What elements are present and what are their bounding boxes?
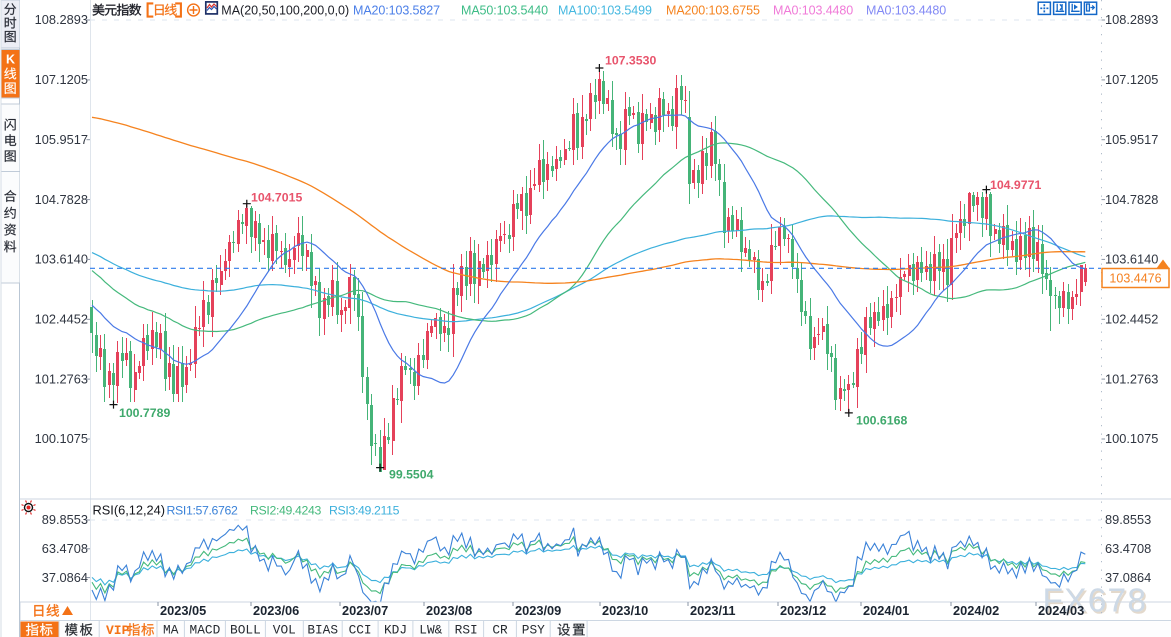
svg-text:108.2893: 108.2893	[35, 12, 88, 27]
svg-text:2023/11: 2023/11	[690, 603, 736, 618]
svg-text:2023/09: 2023/09	[515, 603, 561, 618]
svg-text:63.4708: 63.4708	[42, 541, 88, 556]
svg-text:K: K	[6, 53, 15, 67]
svg-text:RSI1:57.6762: RSI1:57.6762	[167, 504, 239, 518]
svg-text:2023/12: 2023/12	[780, 603, 826, 618]
svg-text:2023/05: 2023/05	[160, 603, 206, 618]
svg-text:99.5504: 99.5504	[389, 468, 434, 482]
svg-text:107.1205: 107.1205	[35, 72, 88, 87]
svg-text:CR: CR	[492, 623, 508, 637]
svg-text:MA50:103.5440: MA50:103.5440	[461, 3, 548, 17]
svg-text:2023/08: 2023/08	[426, 603, 472, 618]
svg-text:FX678: FX678	[1043, 583, 1148, 620]
svg-text:MA: MA	[163, 623, 179, 637]
svg-text:107.3530: 107.3530	[605, 54, 656, 68]
svg-text:100.6168: 100.6168	[856, 414, 907, 428]
svg-text:2024/03: 2024/03	[1038, 603, 1084, 618]
svg-text:105.9517: 105.9517	[1105, 132, 1158, 147]
svg-text:CCI: CCI	[349, 623, 372, 637]
svg-text:89.8553: 89.8553	[1105, 512, 1151, 527]
svg-text:LW&: LW&	[419, 623, 442, 637]
svg-text:2023/06: 2023/06	[253, 603, 299, 618]
svg-text:37.0864: 37.0864	[42, 570, 88, 585]
svg-text:RSI3:49.2115: RSI3:49.2115	[329, 504, 400, 518]
svg-text:MA0:103.4480: MA0:103.4480	[773, 3, 853, 17]
svg-text:89.8553: 89.8553	[42, 512, 88, 527]
svg-text:FX678: FX678	[1044, 584, 1149, 621]
svg-text:102.4452: 102.4452	[35, 312, 88, 327]
svg-text:63.4708: 63.4708	[1105, 541, 1151, 556]
svg-text:104.7015: 104.7015	[251, 191, 302, 205]
svg-text:MA0:103.4480: MA0:103.4480	[866, 3, 946, 17]
svg-text:MACD: MACD	[190, 623, 221, 637]
svg-text:MA100:103.5499: MA100:103.5499	[558, 3, 652, 17]
svg-text:MA(20,50,100,200,0,0): MA(20,50,100,200,0,0)	[221, 3, 349, 17]
svg-text:104.9771: 104.9771	[990, 178, 1041, 192]
svg-text:103.6140: 103.6140	[35, 252, 88, 267]
svg-text:108.2893: 108.2893	[1105, 12, 1158, 27]
svg-text:2024/01: 2024/01	[863, 603, 909, 618]
svg-text:2023/07: 2023/07	[342, 603, 388, 618]
svg-text:2023/10: 2023/10	[602, 603, 648, 618]
svg-text:107.1205: 107.1205	[1105, 72, 1158, 87]
svg-text:RSI: RSI	[455, 623, 478, 637]
svg-text:MA20:103.5827: MA20:103.5827	[353, 3, 440, 17]
svg-text:100.7789: 100.7789	[119, 406, 170, 420]
svg-text:RSI(6,12,24): RSI(6,12,24)	[93, 503, 166, 518]
svg-text:100.1075: 100.1075	[1105, 431, 1158, 446]
svg-text:100.1075: 100.1075	[35, 431, 88, 446]
svg-text:103.4476: 103.4476	[1109, 272, 1161, 286]
svg-text:102.4452: 102.4452	[1105, 312, 1158, 327]
svg-text:37.0864: 37.0864	[1105, 570, 1151, 585]
svg-text:2024/02: 2024/02	[953, 603, 999, 618]
svg-text:MA200:103.6755: MA200:103.6755	[666, 3, 760, 17]
svg-text:BIAS: BIAS	[307, 623, 338, 637]
svg-text:104.7828: 104.7828	[1105, 192, 1158, 207]
svg-text:VIP: VIP	[106, 623, 130, 637]
svg-text:101.2763: 101.2763	[1105, 371, 1158, 386]
svg-text:104.7828: 104.7828	[35, 192, 88, 207]
svg-text:PSY: PSY	[522, 623, 545, 637]
svg-text:VOL: VOL	[273, 623, 296, 637]
svg-text:KDJ: KDJ	[384, 623, 407, 637]
svg-text:103.6140: 103.6140	[1105, 252, 1158, 267]
svg-text:BOLL: BOLL	[230, 623, 261, 637]
svg-text:101.2763: 101.2763	[35, 371, 88, 386]
svg-text:RSI2:49.4243: RSI2:49.4243	[250, 504, 322, 518]
svg-text:105.9517: 105.9517	[35, 132, 88, 147]
